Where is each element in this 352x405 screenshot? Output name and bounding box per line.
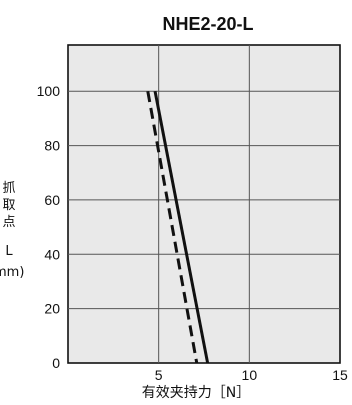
y-tick-label: 40 (44, 246, 60, 262)
x-tick-label: 5 (155, 367, 163, 383)
y-axis-label-line: 抓 (2, 181, 15, 196)
x-tick-label: 15 (332, 367, 348, 383)
x-axis-label: 有效夹持力［N］ (142, 385, 250, 401)
x-tick-label: 10 (242, 367, 258, 383)
y-axis-label-line: mm) (0, 265, 24, 280)
plot-area (67, 44, 341, 364)
chart-title: NHE2-20-L (162, 14, 253, 34)
solid-series-line (153, 90, 210, 364)
grid-layer (68, 45, 340, 363)
y-tick-label: 80 (44, 138, 60, 154)
y-axis-label-line: 取 (2, 198, 15, 213)
tick-layer: 0 20 40 60 80 100 5 10 15 (37, 83, 348, 383)
series-layer (146, 90, 210, 364)
y-tick-label: 20 (44, 301, 60, 317)
dashed-series-line (146, 90, 199, 364)
y-axis-label-line: 点 (2, 215, 15, 230)
y-tick-label: 100 (37, 83, 61, 99)
y-tick-label: 60 (44, 192, 60, 208)
y-tick-label: 0 (52, 355, 60, 371)
y-axis-label-line: L (5, 244, 13, 259)
